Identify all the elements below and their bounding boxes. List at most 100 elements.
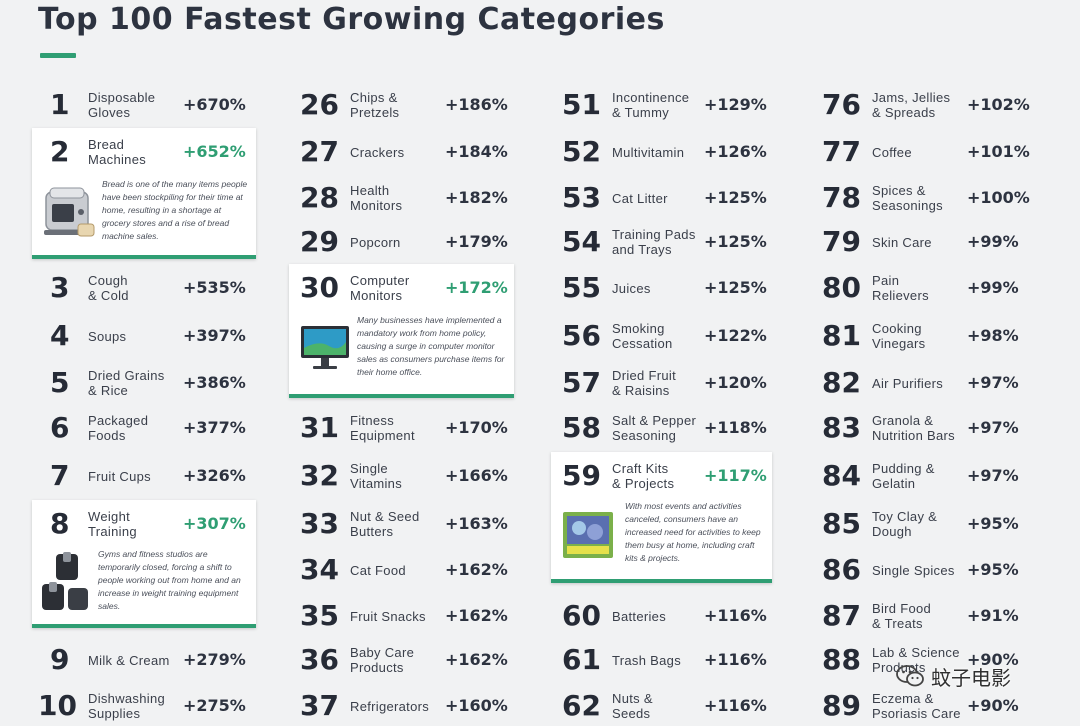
category-growth: +166% [445, 466, 508, 485]
category-name-line: Milk & Cream [88, 652, 170, 668]
category-name: Cat Food [350, 550, 450, 590]
category-name-line: Products [872, 660, 926, 675]
category-growth: +182% [445, 188, 508, 207]
feature-card-description: Bread is one of the many items people ha… [102, 179, 248, 241]
category-growth: +377% [183, 418, 246, 437]
category-rank: 59 [562, 459, 601, 492]
category-name-line: Cooking [872, 321, 922, 336]
category-item-32: 32 Single Vitamins +166% [300, 456, 515, 496]
category-name: Chips & Pretzels [350, 85, 450, 125]
category-item-87: 87 Bird Food & Treats +91% [822, 596, 1037, 636]
category-rank: 9 [50, 643, 70, 676]
category-name: Nuts & Seeds [612, 686, 712, 726]
category-name-line: Products [350, 660, 404, 675]
category-item-53: 53 Cat Litter +125% [562, 178, 777, 218]
category-item-55: 55 Juices +125% [562, 268, 777, 308]
category-item-34: 34 Cat Food +162% [300, 550, 515, 590]
category-rank: 30 [300, 271, 339, 304]
category-name-line: Disposable [88, 90, 156, 105]
category-rank: 2 [50, 135, 70, 168]
category-item-52: 52 Multivitamin +126% [562, 132, 777, 172]
category-name-line: & Rice [88, 383, 129, 398]
category-name-line: Eczema & [872, 691, 934, 706]
category-name: Multivitamin [612, 132, 712, 172]
category-item-62: 62 Nuts & Seeds +116% [562, 686, 777, 726]
category-name-line: Baby Care [350, 645, 415, 660]
category-rank: 76 [822, 88, 861, 121]
category-name: Milk & Cream [88, 640, 188, 680]
category-item-89: 89 Eczema & Psoriasis Care +90% [822, 686, 1037, 726]
category-growth: +125% [704, 232, 767, 251]
category-name-line: Training [88, 524, 137, 539]
category-rank: 87 [822, 599, 861, 632]
category-growth: +279% [183, 650, 246, 669]
category-growth: +184% [445, 142, 508, 161]
category-rank: 89 [822, 689, 861, 722]
category-name: Training Pads and Trays [612, 222, 712, 262]
category-item-88: 88 Lab & Science Products +90% [822, 640, 1037, 680]
category-name-line: Gelatin [872, 476, 916, 491]
category-item-84: 84 Pudding & Gelatin +97% [822, 456, 1037, 496]
category-rank: 88 [822, 643, 861, 676]
category-growth: +90% [967, 696, 1019, 715]
category-name: Juices [612, 268, 712, 308]
category-name: Bird Food & Treats [872, 596, 972, 636]
category-name-line: Craft Kits [612, 461, 669, 476]
category-item-9: 9 Milk & Cream +279% [38, 640, 253, 680]
category-rank: 61 [562, 643, 601, 676]
category-name-line: Dried Grains [88, 368, 165, 383]
category-rank: 8 [50, 507, 70, 540]
category-name-line: Cat Food [350, 562, 406, 578]
category-name-line: Salt & Pepper [612, 413, 697, 428]
computer-monitor-image [301, 326, 349, 369]
category-item-7: 7 Fruit Cups +326% [38, 456, 253, 496]
category-growth: +170% [445, 418, 508, 437]
category-growth: +122% [704, 326, 767, 345]
category-name: Packaged Foods [88, 408, 188, 448]
category-name: Fitness Equipment [350, 408, 450, 448]
category-rank: 83 [822, 411, 861, 444]
category-name-line: Dishwashing [88, 691, 166, 706]
category-name: Cooking Vinegars [872, 316, 972, 356]
category-name-line: Supplies [88, 706, 141, 721]
category-name: Trash Bags [612, 640, 712, 680]
category-growth: +90% [967, 650, 1019, 669]
feature-card-description: Gyms and fitness studios are temporarily… [98, 549, 241, 611]
category-growth: +160% [445, 696, 508, 715]
category-name-line: and Trays [612, 242, 672, 257]
category-item-76: 76 Jams, Jellies & Spreads +102% [822, 85, 1037, 125]
category-name-line: Toy Clay & [872, 509, 938, 524]
category-name-line: Single [350, 461, 388, 476]
category-name-line: Seasoning [612, 428, 677, 443]
category-rank: 51 [562, 88, 601, 121]
feature-card-craft-kits: With most events and activities canceled… [551, 452, 772, 583]
watermark-text: 蚊子电影 [931, 665, 1011, 690]
category-name-line: Coffee [872, 144, 912, 160]
category-rank: 77 [822, 135, 861, 168]
category-name-line: Air Purifiers [872, 375, 944, 391]
category-name: Baby Care Products [350, 640, 450, 680]
category-name-line: Weight [88, 509, 131, 524]
category-name-line: Gloves [88, 105, 131, 120]
category-growth: +116% [704, 650, 767, 669]
category-rank: 7 [50, 459, 70, 492]
category-name: Single Spices [872, 550, 972, 590]
category-growth: +97% [967, 466, 1019, 485]
category-item-10: 10 Dishwashing Supplies +275% [38, 686, 253, 726]
category-name-line: Equipment [350, 428, 415, 443]
category-rank: 32 [300, 459, 339, 492]
category-growth: +95% [967, 560, 1019, 579]
feature-card-description: With most events and activities canceled… [625, 501, 761, 563]
category-name-line: Butters [350, 524, 394, 539]
category-item-51: 51 Incontinence & Tummy +129% [562, 85, 777, 125]
category-name: Skin Care [872, 222, 972, 262]
category-item-86: 86 Single Spices +95% [822, 550, 1037, 590]
category-growth: +126% [704, 142, 767, 161]
category-name-line: Granola & [872, 413, 934, 428]
category-item-28: 28 Health Monitors +182% [300, 178, 515, 218]
category-growth: +326% [183, 466, 246, 485]
category-rank: 1 [50, 88, 70, 121]
watermark: 蚊子电影 [895, 661, 1011, 691]
category-name: Batteries [612, 596, 712, 636]
category-rank: 79 [822, 225, 861, 258]
